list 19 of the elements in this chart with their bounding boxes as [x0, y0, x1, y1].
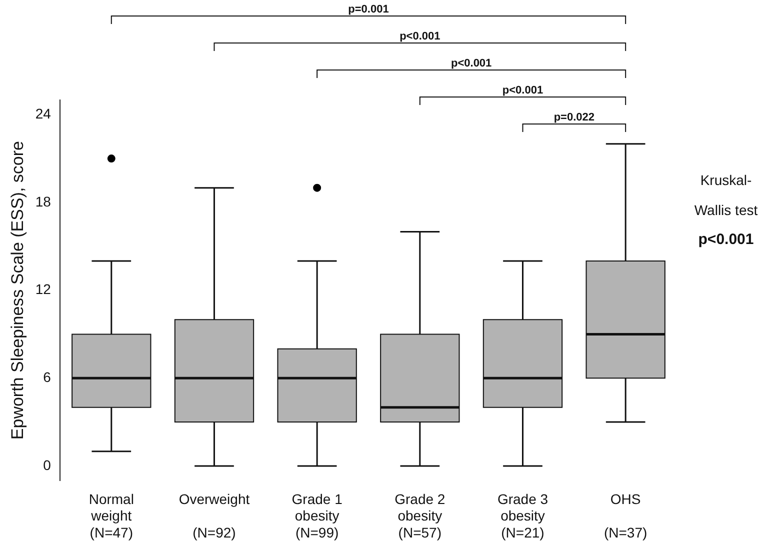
x-tick-label: Grade 3 obesity (N=21): [497, 490, 548, 540]
text: p<0.001: [450, 58, 492, 70]
annotation: p=0.022: [554, 112, 594, 124]
text: p<0.001: [400, 30, 440, 43]
y-tick-label: 12: [35, 281, 52, 298]
category-label: Overweight (N=92): [178, 490, 250, 540]
x-tick-label: Grade 2 obesity (N=57): [394, 490, 446, 540]
y-tick-label: 24: [35, 106, 52, 122]
category-label: OHS (N=37): [604, 490, 648, 540]
text: p<0.001: [697, 230, 755, 250]
text: p<0.001: [502, 84, 544, 97]
y-axis-title: Epworth Sleepiness Scale (ESS), score: [8, 141, 27, 440]
text: Kruskal-Wallis test: [693, 171, 759, 220]
x-tick-label: Grade 1 obesity (N=99): [292, 490, 343, 540]
y-tick-label: 18: [35, 193, 52, 210]
y-tick-label: 6: [43, 368, 52, 385]
text: p=0.001: [348, 4, 389, 16]
x-tick-label: Normal weight (N=47): [88, 490, 134, 540]
y-tick-label: 0: [43, 456, 52, 473]
